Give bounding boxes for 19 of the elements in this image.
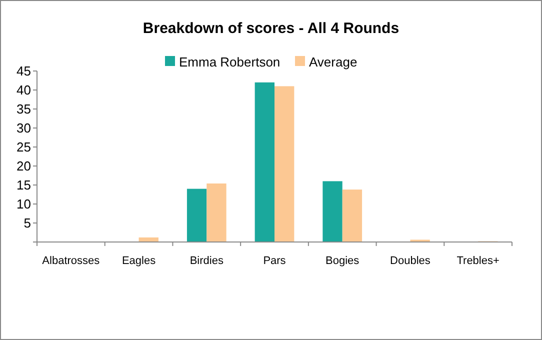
chart-title: Breakdown of scores - All 4 Rounds <box>142 20 400 37</box>
y-tick-label: 30 <box>16 120 31 136</box>
y-tick-label: 40 <box>16 82 31 98</box>
y-tick-label: 25 <box>16 140 31 155</box>
y-tick-label: 20 <box>16 158 31 174</box>
x-tick-label: Eagles <box>122 255 156 267</box>
y-tick-label: 5 <box>24 216 31 231</box>
x-tick-label: Trebles+ <box>456 255 500 267</box>
x-tick-label: Bogies <box>326 255 360 267</box>
legend-label: Average <box>309 54 358 70</box>
x-tick-label: Doubles <box>390 255 431 267</box>
x-tick-label: Albatrosses <box>42 255 100 267</box>
x-tick-label: Birdies <box>190 255 224 267</box>
y-tick-label: 35 <box>16 102 31 117</box>
y-tick-label: 10 <box>16 196 31 212</box>
x-tick-label: Pars <box>263 255 286 267</box>
y-tick-label: 45 <box>16 64 31 79</box>
legend-label: Emma Robertson <box>179 54 280 70</box>
y-tick-label: 15 <box>16 178 31 193</box>
